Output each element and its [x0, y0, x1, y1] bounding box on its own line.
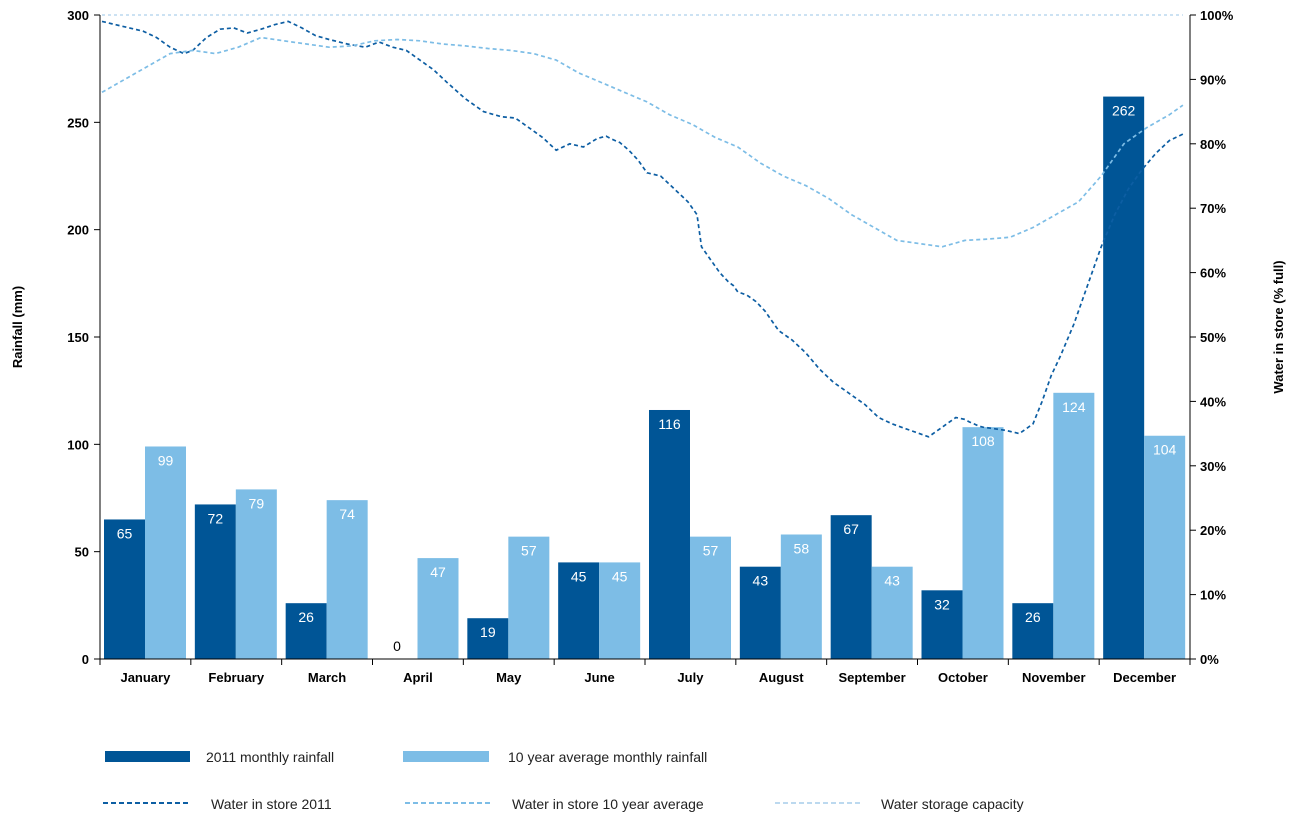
legend-label-store-10yr: Water in store 10 year average	[512, 796, 704, 812]
x-tick-label: January	[120, 670, 171, 685]
y2-tick-label: 10%	[1200, 588, 1226, 603]
bar-2011	[830, 515, 872, 659]
y2-tick-label: 100%	[1200, 8, 1234, 23]
bar-value-label: 67	[843, 521, 859, 537]
y2-tick-label: 90%	[1200, 72, 1226, 87]
y-tick-label: 0	[82, 652, 89, 667]
bar-value-label: 45	[571, 568, 587, 584]
water-store-lines	[101, 20, 1184, 438]
y2-tick-label: 80%	[1200, 137, 1226, 152]
x-tick-label: July	[677, 670, 704, 685]
bar-value-label: 262	[1112, 103, 1136, 119]
x-tick-labels: January February March April May June July Augu…	[120, 670, 1176, 685]
bar-value-label: 57	[521, 543, 537, 559]
bar-10yr	[1144, 435, 1186, 659]
legend-swatch-2011-rainfall	[105, 751, 190, 762]
bar-value-label: 43	[753, 573, 769, 589]
bar-10yr	[780, 534, 822, 659]
bar-value-label: 32	[934, 596, 950, 612]
legend-label-10yr-rainfall: 10 year average monthly rainfall	[508, 749, 707, 765]
y-tick-label: 150	[67, 330, 89, 345]
y2-tick-label: 0%	[1200, 652, 1219, 667]
bar-2011	[194, 504, 236, 659]
x-tick-label: September	[838, 670, 905, 685]
bar-2011	[921, 590, 963, 659]
line-series-2	[101, 20, 1184, 438]
bar-10yr	[871, 566, 913, 659]
bar-value-label: 58	[794, 540, 810, 556]
bar-2011	[1012, 603, 1054, 659]
y-tick-label: 300	[67, 8, 89, 23]
y2-tick-labels: 0% 10% 20% 30% 40% 50% 60% 70% 80% 90% 100%	[1200, 8, 1234, 667]
bar-2011	[739, 566, 781, 659]
bar-value-label: 26	[1025, 609, 1041, 625]
legend-label-store-2011: Water in store 2011	[211, 796, 332, 812]
legend: 2011 monthly rainfall 10 year average mo…	[103, 749, 1024, 812]
bar-value-label: 74	[339, 506, 355, 522]
bar-10yr	[235, 489, 277, 659]
bar-value-label: 47	[430, 564, 446, 580]
x-tick-label: October	[938, 670, 988, 685]
bar-value-label: 108	[971, 433, 995, 449]
bar-value-label: 79	[249, 495, 265, 511]
bar-10yr	[508, 536, 550, 659]
bar-value-label: 72	[208, 510, 224, 526]
y2-tick-label: 40%	[1200, 394, 1226, 409]
bar-10yr	[417, 558, 459, 659]
bar-value-label: 26	[298, 609, 314, 625]
bar-value-label: 124	[1062, 399, 1086, 415]
legend-swatch-10yr-rainfall	[403, 751, 489, 762]
bar-2011	[104, 519, 145, 659]
y2-tick-label: 60%	[1200, 266, 1226, 281]
y-tick-label: 250	[67, 115, 89, 130]
x-tick-label: December	[1113, 670, 1176, 685]
x-tick-label: May	[496, 670, 522, 685]
bar-2011	[285, 603, 327, 659]
bar-2011	[649, 409, 690, 659]
bar-10yr	[962, 427, 1004, 659]
y2-tick-label: 30%	[1200, 459, 1226, 474]
bar-2011	[1103, 96, 1145, 659]
bar-2011	[558, 562, 600, 659]
x-tick-label: June	[584, 670, 614, 685]
bar-10yr	[145, 446, 186, 659]
y-tick-label: 200	[67, 223, 89, 238]
bar-value-label: 99	[158, 452, 174, 468]
bar-10yr	[1053, 392, 1095, 659]
y2-tick-label: 20%	[1200, 523, 1226, 538]
bar-10yr	[690, 536, 731, 659]
x-tick-label: April	[403, 670, 433, 685]
bar-value-label: 19	[480, 624, 496, 640]
y2-axis-title: Water in store (% full)	[1271, 260, 1286, 393]
axes	[94, 14, 1196, 665]
bar-value-label: 57	[703, 543, 719, 559]
x-tick-label: February	[208, 670, 264, 685]
rainfall-bars: 65 72 26 0 19 45 116 43 67 32 26 262 99 79 74 47 57 45 57 5…	[104, 96, 1186, 659]
bar-value-label: 104	[1153, 442, 1177, 458]
x-tick-label: March	[308, 670, 346, 685]
bar-10yr	[599, 562, 641, 659]
bar-10yr	[326, 500, 368, 659]
y-axis-title: Rainfall (mm)	[10, 286, 25, 368]
legend-label-2011-rainfall: 2011 monthly rainfall	[206, 749, 334, 765]
legend-label-capacity: Water storage capacity	[881, 796, 1024, 812]
y2-tick-label: 50%	[1200, 330, 1226, 345]
bar-value-label: 45	[612, 568, 628, 584]
bar-2011	[467, 618, 509, 659]
x-tick-label: November	[1022, 670, 1086, 685]
y-tick-labels: 0 50 100 150 200 250 300	[67, 8, 89, 667]
y-tick-label: 50	[75, 545, 89, 560]
bar-value-label: 65	[117, 525, 133, 541]
x-tick-label: August	[759, 670, 804, 685]
line-series-3	[101, 36, 1184, 248]
bar-value-label: 116	[658, 416, 681, 432]
y-tick-label: 100	[67, 437, 89, 452]
y2-tick-label: 70%	[1200, 201, 1226, 216]
bar-value-label: 43	[884, 573, 900, 589]
bar-value-label: 0	[393, 638, 401, 654]
